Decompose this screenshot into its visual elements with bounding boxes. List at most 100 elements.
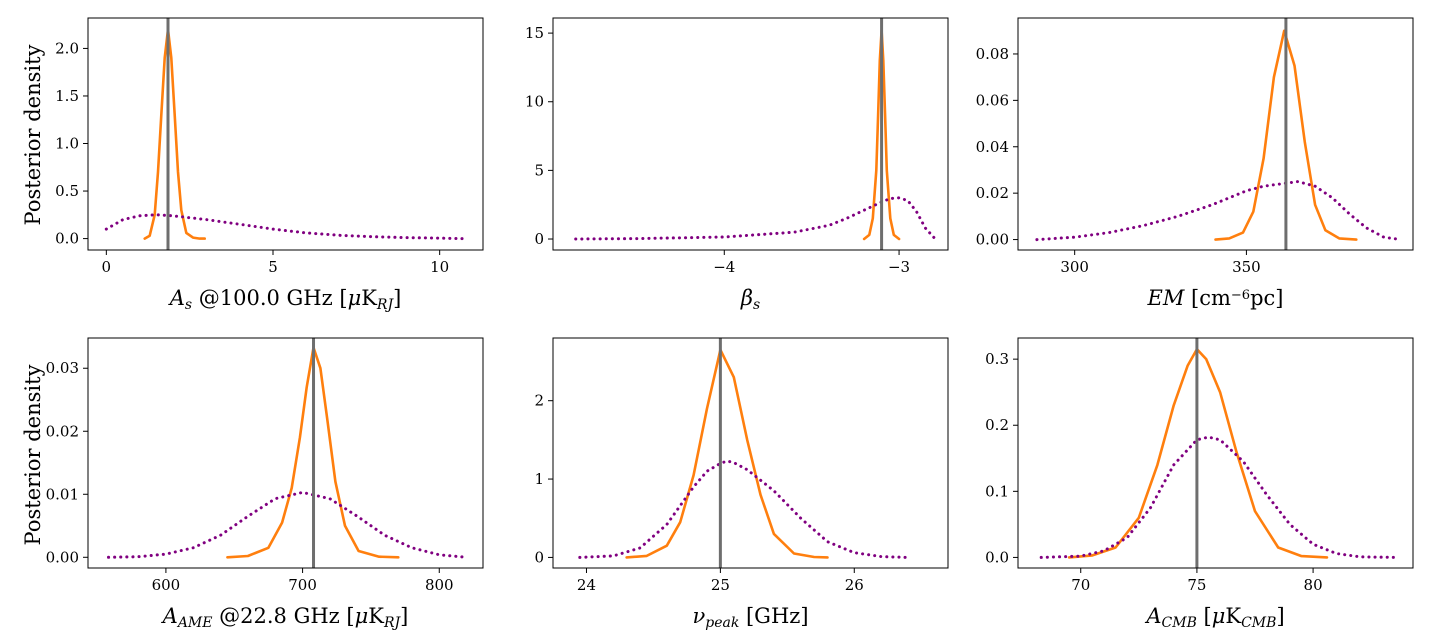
y-tick-label: 0.00 — [46, 548, 79, 566]
x-tick-label: −3 — [888, 258, 910, 276]
x-axis-label-part: AME — [176, 615, 213, 631]
series-prior-dotted — [1035, 180, 1403, 242]
x-tick-label: 350 — [1232, 258, 1261, 276]
y-tick-label: 0.04 — [976, 138, 1009, 156]
series-prior-dotted — [107, 490, 469, 559]
x-axis-label-part: s — [753, 297, 760, 313]
ylabel-top: Posterior density — [21, 44, 45, 225]
y-tick-label: 0.0 — [55, 230, 79, 248]
x-axis-label-part: [cm — [1184, 286, 1231, 310]
y-tick-label: 0.08 — [976, 45, 1009, 63]
x-tick-label: 800 — [425, 576, 454, 594]
x-tick-label: 24 — [577, 576, 596, 594]
x-axis-label-part: RJ — [383, 615, 402, 631]
x-tick-label: 75 — [1187, 576, 1206, 594]
x-axis-label-part: μ — [1212, 604, 1226, 628]
y-tick-label: 1 — [534, 470, 544, 488]
x-tick-label: −4 — [713, 258, 735, 276]
x-axis-label: βs — [740, 286, 760, 313]
y-tick-label: 0.02 — [976, 184, 1009, 202]
x-axis-label-part: s — [185, 297, 192, 313]
x-axis-label-part: @22.8 GHz [ — [212, 604, 354, 628]
y-tick-label: 10 — [525, 93, 544, 111]
axes-frame — [87, 337, 484, 569]
x-tick-label: 5 — [268, 258, 278, 276]
x-tick-label: 26 — [845, 576, 864, 594]
x-axis-label-part: K — [361, 286, 377, 310]
axes-frame — [552, 337, 949, 569]
axes-frame — [87, 17, 484, 251]
y-tick-label: 15 — [525, 24, 544, 42]
panel-5: 24 25 26 0 1 2 νpeak [GHz] — [534, 337, 949, 631]
series-posterior-solid — [625, 348, 829, 559]
x-axis-label: EM [cm−6pc] — [1147, 286, 1284, 310]
x-tick-label: 10 — [430, 258, 449, 276]
x-axis-label-part: CMB — [1162, 615, 1197, 631]
x-axis-label-part: β — [740, 286, 753, 310]
y-tick-label: 0.06 — [976, 91, 1009, 109]
x-axis-label-part: [ — [1197, 604, 1212, 628]
y-tick-label: 1.0 — [55, 135, 79, 153]
x-axis-label-part: K — [368, 604, 384, 628]
series-posterior-solid — [1214, 29, 1358, 241]
x-axis-label-part: [GHz] — [739, 604, 808, 628]
x-axis-label: As @100.0 GHz [μKRJ] — [168, 286, 402, 313]
y-tick-label: 5 — [534, 161, 544, 179]
series-posterior-solid — [143, 28, 206, 240]
series-prior-dotted — [1039, 435, 1396, 559]
x-axis-label: AAME @22.8 GHz [μKRJ] — [161, 604, 409, 631]
x-axis-label-part: μ — [348, 286, 362, 310]
y-tick-label: 0.3 — [985, 350, 1009, 368]
x-axis-label-part: peak — [705, 615, 739, 631]
y-tick-label: 1.5 — [55, 87, 79, 105]
x-axis-label-part: @100.0 GHz [ — [192, 286, 348, 310]
series-prior-dotted — [104, 213, 465, 241]
x-axis-label-part: ν — [692, 604, 705, 628]
x-axis-label-part: K — [1225, 604, 1241, 628]
y-tick-label: 0.1 — [985, 482, 1009, 500]
panel-1: 0 5 10 0.0 0.5 1.0 1.5 2.0 As @100.0 GHz [μKRJ] — [55, 17, 484, 313]
y-tick-label: 0 — [534, 230, 544, 248]
x-axis-label-part: ] — [1276, 604, 1284, 628]
ylabel-bottom: Posterior density — [21, 364, 45, 545]
y-tick-label: 0.03 — [46, 359, 79, 377]
y-tick-label: 2.0 — [55, 39, 79, 57]
axes-frame — [552, 17, 949, 251]
axes-frame — [1017, 337, 1414, 569]
y-tick-label: 2 — [534, 392, 544, 410]
y-tick-label: 0 — [534, 548, 544, 566]
x-axis-label-part: A — [168, 286, 185, 310]
y-tick-label: 0.01 — [46, 485, 79, 503]
x-tick-label: 0 — [102, 258, 112, 276]
x-axis-label: νpeak [GHz] — [692, 604, 808, 631]
x-tick-label: 25 — [711, 576, 730, 594]
x-axis-label-part: pc] — [1250, 286, 1283, 310]
panel-4: 600 700 800 0.00 0.01 0.02 0.03 AAME @22.8 GHz … — [46, 337, 484, 631]
x-axis-label-part: ] — [393, 286, 401, 310]
x-tick-label: 300 — [1060, 258, 1089, 276]
panels-group: 0 5 100.00.51.01.52.0As @100.0 GHz [μKRJ]−… — [46, 17, 1414, 631]
y-tick-label: 0.5 — [55, 182, 79, 200]
x-axis-label-part: ] — [400, 604, 408, 628]
x-axis-label-part: EM — [1147, 286, 1185, 310]
x-tick-label: 700 — [288, 576, 317, 594]
x-axis-label-part: A — [161, 604, 178, 628]
series-prior-dotted — [578, 459, 910, 559]
x-tick-label: 70 — [1071, 576, 1090, 594]
axes-frame — [1017, 17, 1414, 251]
panel-3: 300 350 0.00 0.02 0.04 0.06 0.08 EM [cm−6pc] — [976, 17, 1414, 310]
x-axis-label-part: RJ — [376, 297, 395, 313]
x-axis-label-part: A — [1144, 604, 1161, 628]
x-axis-label-part: μ — [355, 604, 369, 628]
x-axis-label-part: CMB — [1241, 615, 1276, 631]
x-tick-label: 600 — [152, 576, 181, 594]
y-tick-label: 0.00 — [976, 231, 1009, 249]
panel-2: −4 −3 0 5 10 15 βs — [525, 17, 949, 313]
y-tick-label: 0.02 — [46, 422, 79, 440]
x-axis-label: ACMB [μKCMB] — [1144, 604, 1284, 631]
y-tick-label: 0.0 — [985, 548, 1009, 566]
y-tick-label: 0.2 — [985, 416, 1009, 434]
x-axis-label-part: −6 — [1231, 288, 1250, 303]
